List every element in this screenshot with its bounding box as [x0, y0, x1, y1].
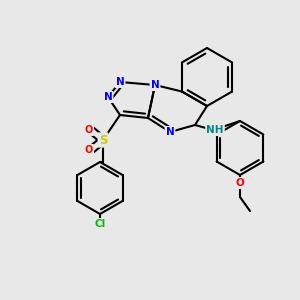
Text: O: O [85, 125, 93, 135]
Text: N: N [116, 77, 124, 87]
Text: N: N [103, 92, 112, 102]
Text: N: N [151, 80, 159, 90]
Text: O: O [85, 145, 93, 155]
Text: NH: NH [206, 125, 224, 135]
Text: N: N [166, 127, 174, 137]
Text: Cl: Cl [94, 219, 106, 229]
Text: O: O [236, 178, 244, 188]
Text: S: S [99, 134, 107, 146]
